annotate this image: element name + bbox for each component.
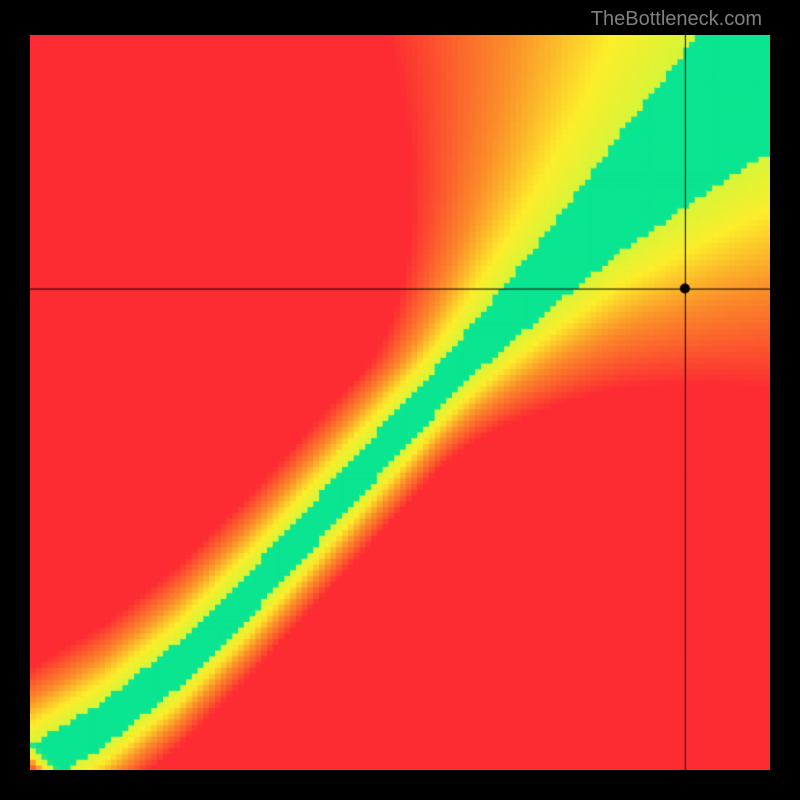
bottleneck-heatmap (30, 35, 770, 770)
watermark-label: TheBottleneck.com (591, 8, 762, 31)
